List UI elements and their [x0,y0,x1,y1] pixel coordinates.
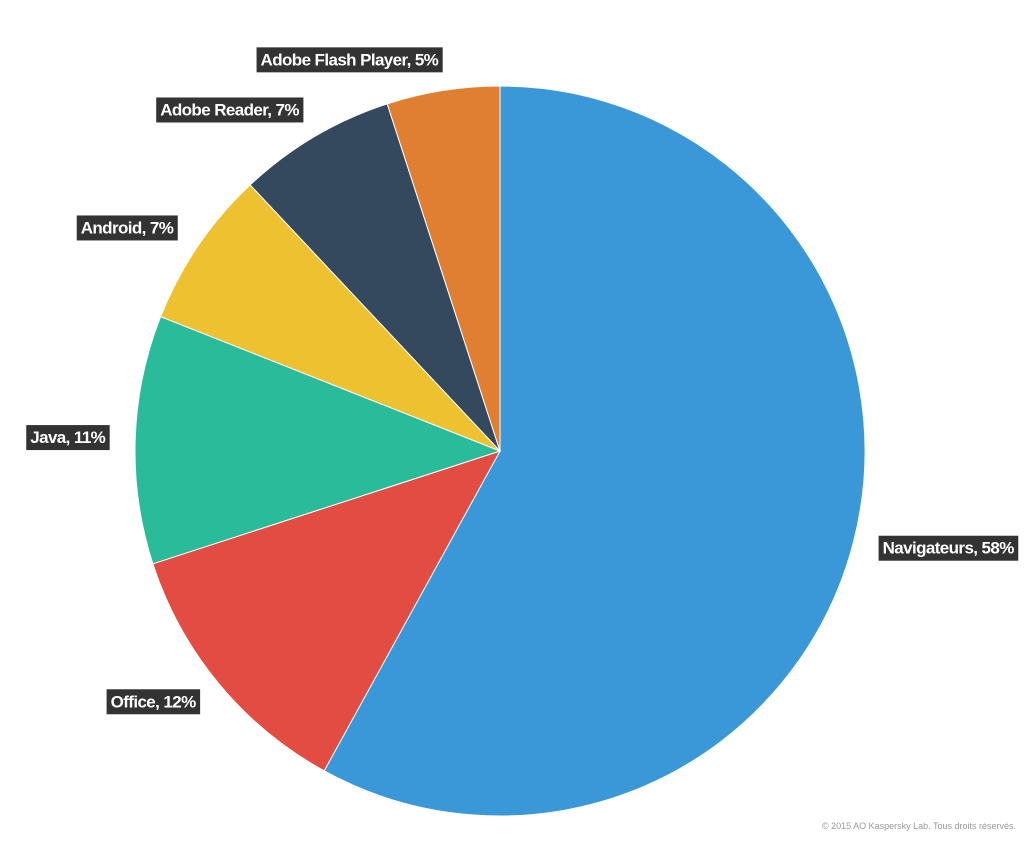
label-box [106,689,201,715]
label-box [878,535,1019,561]
label-box [256,47,443,73]
pie-slice [159,184,501,452]
data-label: Android, 7% [81,218,174,237]
data-label: Adobe Reader, 7% [160,100,299,119]
label-box [76,215,178,241]
pie-slice [249,103,501,452]
footnote: © 2015 AO Kaspersky Lab. Tous droits rés… [822,821,1016,831]
pie-slice [323,85,866,817]
data-label: Navigateurs, 58% [883,539,1015,558]
label-box [156,97,304,123]
pie-slice [386,85,501,452]
data-label: Java, 11% [30,428,105,447]
data-label: Adobe Flash Player, 5% [261,50,439,69]
pie-slice [152,450,502,772]
label-box [26,425,110,451]
data-label: Office, 12% [111,692,197,711]
pie-slice [134,315,502,565]
